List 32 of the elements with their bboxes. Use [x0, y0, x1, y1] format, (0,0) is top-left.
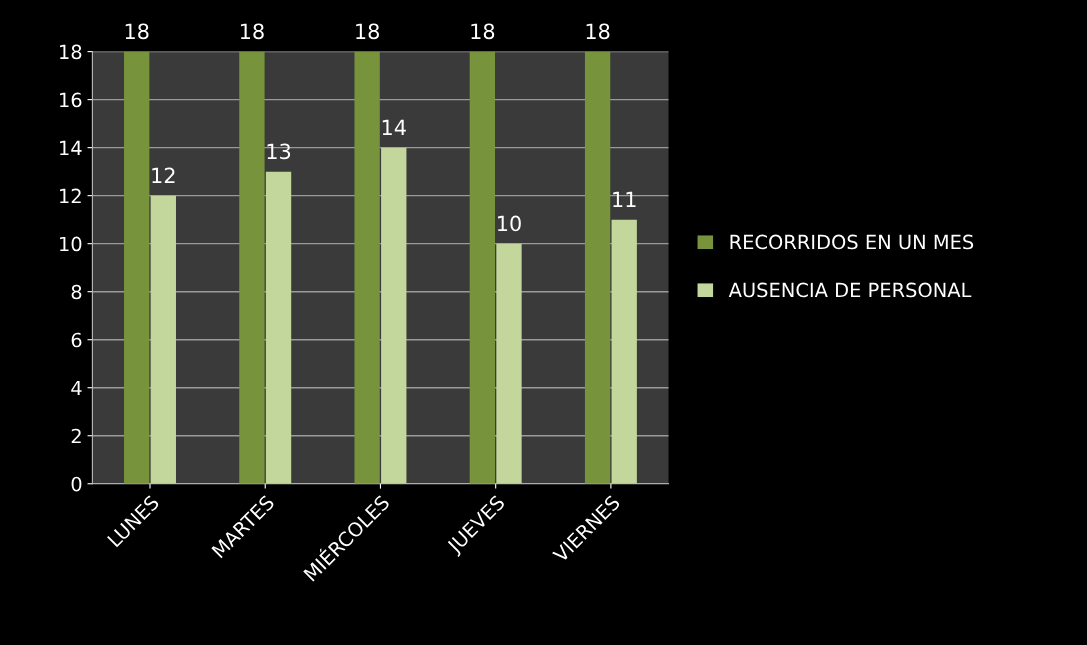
data-label: 18 — [240, 23, 264, 40]
legend-label: RECORRIDOS EN UN MES — [730, 234, 974, 250]
bar — [469, 51, 496, 484]
y-tick-label: 4 — [71, 380, 82, 396]
data-label: 13 — [267, 143, 291, 160]
y-tick-label: 0 — [71, 476, 82, 492]
y-tick-label: 6 — [71, 332, 82, 348]
data-label: 14 — [382, 119, 406, 135]
bar — [381, 147, 407, 484]
bar — [150, 195, 176, 484]
bar — [584, 51, 611, 484]
bar — [265, 171, 292, 484]
bar — [611, 219, 637, 484]
bar — [496, 243, 522, 484]
data-label: 18 — [586, 23, 610, 40]
data-label: 18 — [356, 23, 379, 40]
data-label: 12 — [152, 167, 175, 183]
y-tick-label: 18 — [60, 44, 82, 60]
bar — [239, 51, 265, 484]
legend-label: AUSENCIA DE PERSONAL — [728, 282, 972, 298]
data-label: 10 — [498, 215, 521, 232]
data-label: 11 — [613, 191, 636, 207]
y-tick-label: 16 — [60, 92, 82, 108]
bar — [124, 51, 150, 484]
data-label: 18 — [125, 23, 149, 40]
bar — [354, 51, 380, 484]
y-tick-label: 14 — [60, 140, 82, 156]
y-tick-label: 10 — [60, 236, 82, 252]
data-label: 18 — [471, 23, 495, 40]
y-tick-label: 12 — [60, 188, 81, 204]
y-tick-label: 8 — [71, 284, 82, 300]
y-tick-label: 2 — [71, 428, 81, 444]
